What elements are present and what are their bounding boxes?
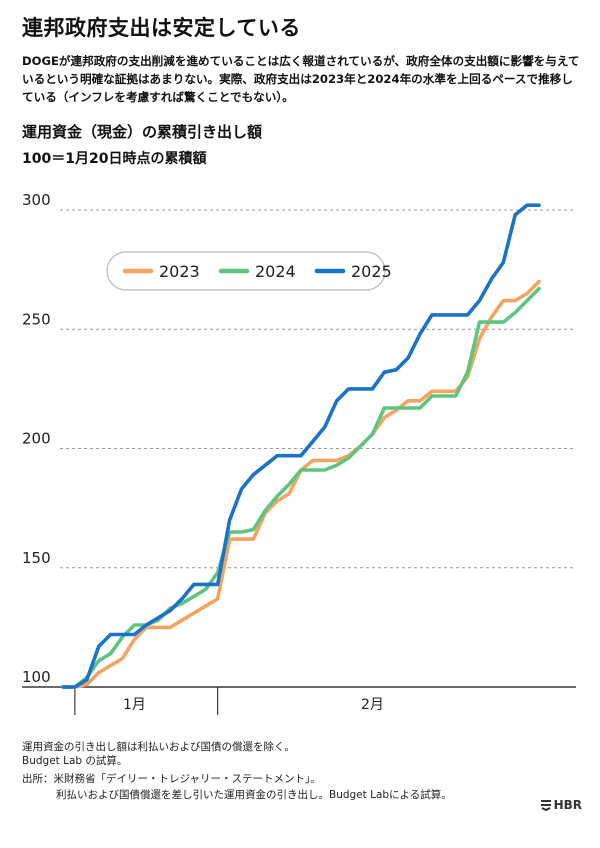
source-line-1: 出所：米財務省「デイリー・トレジャリー・ステートメント」。 [22,773,321,785]
legend-label-2025: 2025 [351,262,392,281]
y-tick-label: 300 [22,191,51,209]
y-tick-label: 250 [22,310,51,328]
x-tick-label: 1月 [123,697,146,713]
chart-subtitle: 100＝1月20日時点の累積額 [22,151,207,167]
chart-title: 運用資金（現金）の累積引き出し額 [22,123,263,141]
brand-name: HBR [553,798,582,812]
y-tick-label: 200 [22,430,51,448]
series-line-2025 [61,203,541,689]
y-tick-label: 150 [22,549,51,567]
legend-label-2024: 2024 [255,262,296,281]
note-line-1: 運用資金の引き出し額は利払いおよび国債の償還を除く。 [22,741,295,753]
lead-paragraph: DOGEが連邦政府の支出削減を進めていることは広く報道されているが、政府全体の支… [22,54,580,104]
legend-label-2023: 2023 [159,262,200,281]
hbr-logo: HBR [540,798,582,812]
series-line-2024 [61,286,541,689]
source-line-2: 利払いおよび国債償還を差し引いた運用資金の引き出し。Budget Labによる試… [56,789,452,801]
note-line-2: Budget Lab の試算。 [22,755,128,767]
chart-notes: 運用資金の引き出し額は利払いおよび国債の償還を除く。 Budget Lab の試… [22,740,295,768]
hbr-mark-icon [540,800,551,811]
x-tick-label: 2月 [361,697,384,713]
y-tick-label: 100 [22,668,51,686]
page-title: 連邦政府支出は安定している [22,16,301,40]
chart-source: 出所：米財務省「デイリー・トレジャリー・ステートメント」。 利払いおよび国債償還… [22,771,452,803]
line-chart: 100 150 200 250 300 1月 2月 2023 2024 2025 [22,191,576,715]
